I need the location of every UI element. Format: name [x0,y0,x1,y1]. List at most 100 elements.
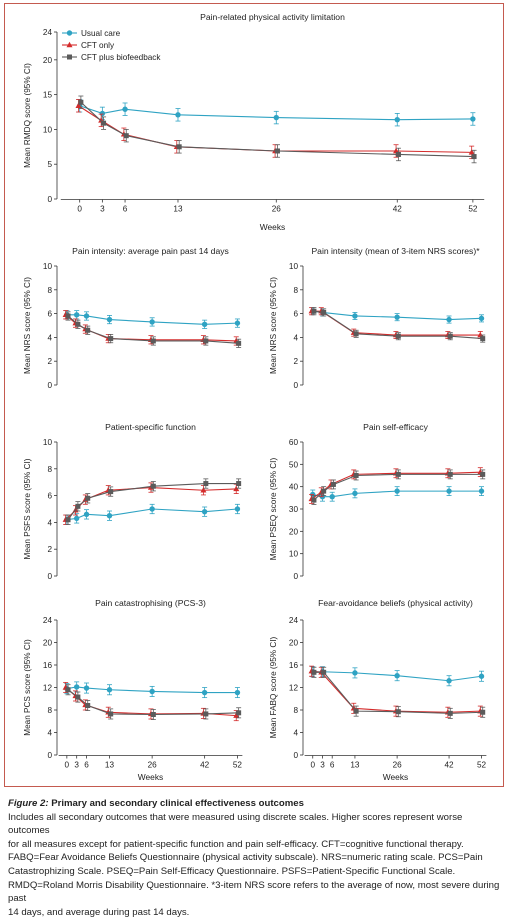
y-tick-label: 6 [47,492,52,501]
data-point-cft-only [200,487,207,493]
data-point-cft-biofeedback [203,338,209,344]
data-point-usual-care [149,506,155,512]
data-point-usual-care [106,316,113,323]
data-point-usual-care [446,316,452,323]
chart-panel-1: Pain-related physical activity limitatio… [23,12,485,232]
y-tick-label: 2 [293,357,298,366]
data-point-usual-care [394,488,400,494]
data-point-cft-biofeedback [123,133,129,139]
caption-line: FABQ=Fear Avoidance Beliefs Questionnair… [8,852,483,864]
x-tick-label: 26 [393,761,403,770]
data-point-cft-biofeedback [274,148,280,154]
chart-panel-5: Pain self-efficacy 0 10 20 30 40 50 60 Mean PSEQ… [269,422,486,581]
data-point-cft-biofeedback [75,503,81,509]
data-point-cft-biofeedback [236,710,242,716]
data-point-usual-care [234,506,241,512]
data-point-usual-care [149,688,155,695]
y-tick-label: 16 [43,661,53,670]
data-point-usual-care [73,312,80,318]
data-point-usual-care [73,684,80,690]
data-point-cft-biofeedback [85,703,91,708]
chart-panel-2: Pain intensity: average pain past 14 day… [23,246,242,390]
data-point-usual-care [122,106,128,112]
y-tick-label: 0 [293,751,298,760]
data-point-cft-biofeedback [150,338,156,344]
y-tick-label: 0 [47,381,52,390]
chart-title: Pain intensity (mean of 3-item NRS score… [311,246,480,256]
chart-panel-3: Pain intensity (mean of 3-item NRS score… [269,246,486,390]
y-tick-label: 8 [293,286,298,295]
data-point-cft-only [468,149,475,155]
chart-panel-4: Patient-specific function 0 2 4 6 8 10 Mean PSF… [23,422,242,581]
data-point-usual-care [149,319,155,325]
data-point-usual-care [446,488,452,494]
data-point-cft-biofeedback [108,336,114,342]
y-tick-label: 0 [47,195,52,204]
data-point-cft-only [393,147,400,154]
data-point-cft-biofeedback [471,154,477,160]
data-point-cft-biofeedback [65,313,71,319]
x-tick-label: 42 [393,205,403,214]
y-tick-label: 10 [43,438,53,447]
y-tick-label: 6 [293,310,298,319]
y-axis-label: Mean RMDQ score (95% CI) [23,63,32,168]
y-tick-label: 12 [289,684,299,693]
x-tick-label: 13 [350,761,360,770]
y-tick-label: 10 [289,550,299,559]
chart-title: Pain catastrophising (PCS-3) [95,598,206,608]
caption-line: Includes all secondary outcomes that wer… [8,811,463,837]
chart-panel-7: Fear-avoidance beliefs (physical activit… [269,598,487,782]
y-tick-label: 0 [47,751,52,760]
x-tick-label: 3 [74,761,79,770]
data-point-usual-care [352,670,358,676]
y-tick-label: 4 [293,729,298,738]
y-tick-label: 30 [289,505,299,514]
x-tick-label: 6 [330,761,335,770]
y-tick-label: 16 [289,661,299,670]
x-tick-label: 26 [272,205,282,214]
caption-line: for all measures except for patient-spec… [8,838,464,850]
data-point-cft-biofeedback [150,712,156,717]
legend-label: CFT only [81,41,115,50]
data-point-usual-care [201,689,208,696]
data-point-cft-biofeedback [75,694,81,700]
data-point-cft-biofeedback [203,711,209,717]
chart-panel-6: Pain catastrophising (PCS-3) 0 4 8 12 16 20 24 M… [23,598,242,782]
caption-title-line: Figure 2: Primary and secondary clinical… [8,797,504,811]
legend-marker [66,41,73,48]
y-tick-label: 24 [289,616,299,625]
data-point-usual-care [83,313,90,319]
data-point-cft-biofeedback [108,711,114,717]
caption-title: Primary and secondary clinical effective… [51,798,304,809]
chart-title: Pain intensity: average pain past 14 day… [72,246,229,256]
y-tick-label: 8 [47,465,52,474]
x-tick-label: 52 [477,761,487,770]
data-point-cft-biofeedback [65,517,71,523]
y-tick-label: 20 [289,639,299,648]
y-axis-label: Mean NRS score (95% CI) [23,277,32,374]
x-tick-label: 26 [148,761,158,770]
data-point-cft-biofeedback [176,144,182,150]
y-tick-label: 8 [47,286,52,295]
data-point-cft-biofeedback [311,669,317,675]
x-tick-label: 42 [444,761,454,770]
x-tick-label: 42 [200,761,210,770]
y-tick-label: 4 [47,729,52,738]
data-point-usual-care [394,314,400,320]
x-tick-label: 0 [77,205,82,214]
y-tick-label: 0 [293,572,298,581]
data-point-usual-care [352,313,358,319]
data-point-usual-care [83,511,90,518]
x-axis-label: Weeks [138,772,163,782]
data-point-cft-biofeedback [395,471,401,477]
x-tick-label: 13 [105,761,115,770]
data-point-usual-care [352,490,358,497]
data-point-usual-care [470,116,476,122]
data-point-usual-care [478,673,485,679]
y-axis-label: Mean PSEQ score (95% CI) [269,458,278,561]
data-point-cft-biofeedback [65,687,71,693]
data-point-cft-biofeedback [330,481,336,487]
data-point-cft-only [477,331,484,338]
chart-legend: Usual care CFT only CFT plus biofeedback [62,29,161,62]
x-tick-label: 6 [84,761,89,770]
